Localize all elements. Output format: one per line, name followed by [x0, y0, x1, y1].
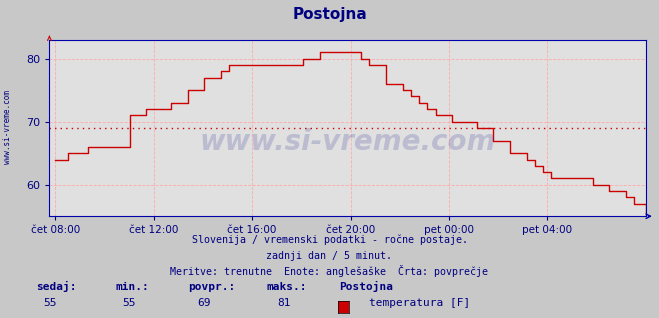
Text: 69: 69: [198, 298, 211, 308]
Text: 55: 55: [43, 298, 56, 308]
Text: temperatura [F]: temperatura [F]: [369, 298, 471, 308]
Text: povpr.:: povpr.:: [188, 282, 235, 292]
Text: maks.:: maks.:: [267, 282, 307, 292]
Text: Postojna: Postojna: [292, 7, 367, 22]
Text: Slovenija / vremenski podatki - ročne postaje.: Slovenija / vremenski podatki - ročne po…: [192, 235, 467, 245]
Text: min.:: min.:: [115, 282, 149, 292]
Text: www.si-vreme.com: www.si-vreme.com: [3, 90, 13, 164]
Text: sedaj:: sedaj:: [36, 281, 76, 292]
Text: 55: 55: [122, 298, 135, 308]
Text: www.si-vreme.com: www.si-vreme.com: [200, 128, 496, 156]
Text: Postojna: Postojna: [339, 281, 393, 292]
Text: Meritve: trenutne  Enote: anglešaške  Črta: povprečje: Meritve: trenutne Enote: anglešaške Črta…: [171, 265, 488, 277]
Text: zadnji dan / 5 minut.: zadnji dan / 5 minut.: [266, 251, 393, 261]
Text: 81: 81: [277, 298, 290, 308]
